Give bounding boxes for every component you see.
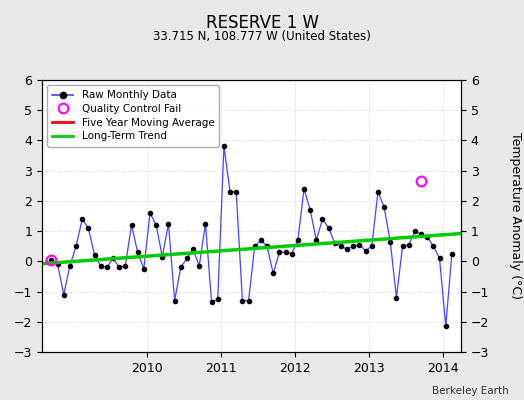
Text: Berkeley Earth: Berkeley Earth [432,386,508,396]
Text: 33.715 N, 108.777 W (United States): 33.715 N, 108.777 W (United States) [153,30,371,43]
Y-axis label: Temperature Anomaly (°C): Temperature Anomaly (°C) [509,132,522,300]
Legend: Raw Monthly Data, Quality Control Fail, Five Year Moving Average, Long-Term Tren: Raw Monthly Data, Quality Control Fail, … [47,85,220,146]
Text: RESERVE 1 W: RESERVE 1 W [205,14,319,32]
